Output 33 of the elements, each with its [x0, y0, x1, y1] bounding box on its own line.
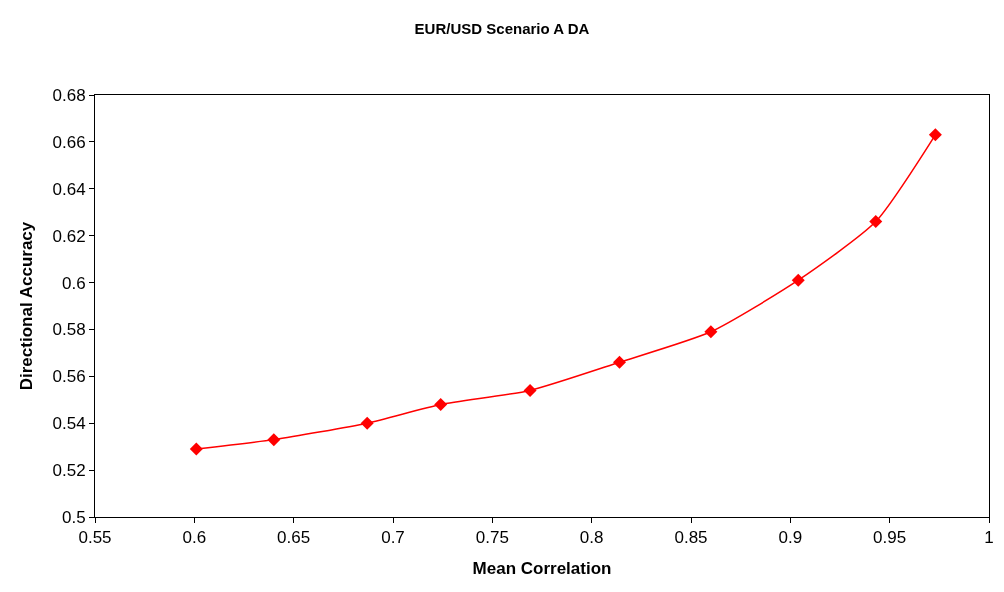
point	[434, 397, 448, 411]
x-tick-label: 0.9	[778, 528, 803, 548]
point	[928, 128, 942, 142]
x-tick-label: 0.55	[78, 528, 112, 548]
y-tick-label: 0.64	[52, 179, 86, 199]
y-tick-label: 0.58	[52, 320, 86, 340]
x-tick-label: 1	[984, 528, 994, 548]
point	[704, 325, 718, 339]
x-tick-label: 0.65	[277, 528, 311, 548]
y-axis-title: Directional Accuracy	[17, 221, 37, 391]
point	[189, 442, 203, 456]
y-tick-label: 0.5	[61, 507, 86, 527]
x-tick-label: 0.75	[475, 528, 509, 548]
y-tick-label: 0.62	[52, 226, 86, 246]
y-tick-label: 0.54	[52, 414, 86, 434]
x-tick-label: 0.6	[182, 528, 207, 548]
y-tick-label: 0.68	[52, 85, 86, 105]
chart-title: EUR/USD Scenario A DA	[414, 20, 590, 38]
point	[523, 383, 537, 397]
point	[267, 433, 281, 447]
x-axis-title: Mean Correlation	[472, 558, 612, 578]
y-tick-label: 0.56	[52, 367, 86, 387]
x-tick-label: 0.8	[579, 528, 604, 548]
x-tick-label: 0.95	[873, 528, 907, 548]
x-tick-label: 0.85	[674, 528, 708, 548]
point	[612, 355, 626, 369]
point	[791, 273, 805, 287]
y-tick-label: 0.66	[52, 132, 86, 152]
y-tick-label: 0.52	[52, 461, 86, 481]
point	[869, 215, 883, 229]
x-tick-label: 0.7	[381, 528, 405, 548]
y-tick-label: 0.6	[61, 273, 86, 293]
point	[360, 416, 374, 430]
